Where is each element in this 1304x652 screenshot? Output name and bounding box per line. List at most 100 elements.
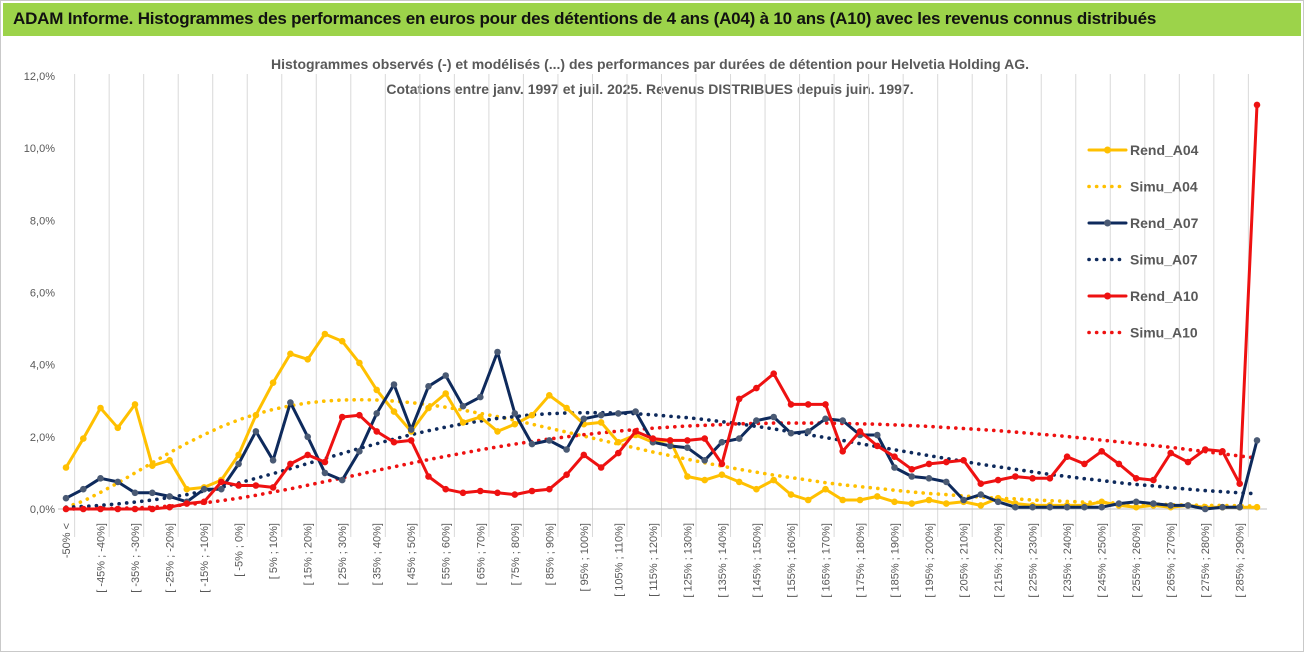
legend-entry-rend_a10: Rend_A10: [1087, 288, 1199, 304]
data-point: [131, 489, 139, 497]
data-point: [770, 413, 777, 421]
x-tick-label: [ 55% ; 60%]: [441, 523, 453, 585]
data-point: [97, 505, 104, 513]
data-point: [131, 505, 139, 513]
legend-entry-simu_a04: Simu_A04: [1087, 179, 1198, 195]
gridlines: [74, 74, 1249, 537]
data-point: [304, 356, 312, 363]
data-point: [166, 493, 173, 500]
data-point: [287, 350, 294, 358]
data-point: [753, 384, 760, 392]
x-tick-label: [ 135% ; 140%]: [717, 523, 729, 598]
data-point: [356, 411, 363, 419]
data-point: [459, 489, 467, 497]
data-point: [1201, 446, 1209, 453]
data-point: [615, 438, 622, 446]
x-tick-label: [ 285% ; 290%]: [1235, 523, 1247, 598]
data-point: [632, 428, 639, 435]
data-point: [1098, 498, 1105, 506]
data-point: [304, 433, 312, 441]
data-point: [442, 372, 450, 379]
x-tick-label: [ 225% ; 230%]: [1028, 523, 1040, 598]
data-point: [1012, 503, 1019, 511]
data-point: [62, 494, 70, 502]
data-point: [477, 413, 484, 421]
data-point: [459, 402, 467, 410]
data-point: [908, 500, 916, 507]
data-point: [321, 330, 329, 338]
data-point: [62, 505, 70, 513]
data-point: [1029, 503, 1036, 511]
data-point: [149, 505, 156, 513]
x-tick-label: [ 215% ; 220%]: [993, 523, 1005, 598]
data-point: [494, 489, 501, 497]
data-point: [149, 462, 156, 470]
data-point: [97, 404, 104, 412]
data-point: [597, 419, 605, 426]
data-point: [252, 411, 260, 419]
data-point: [546, 437, 553, 444]
data-point: [1081, 460, 1088, 468]
data-point: [839, 448, 846, 455]
data-point: [580, 415, 588, 423]
data-point: [1012, 473, 1019, 480]
data-point: [1253, 437, 1261, 444]
data-point: [1132, 475, 1140, 482]
data-point: [1150, 500, 1157, 507]
data-point: [597, 411, 605, 419]
data-point: [856, 496, 864, 504]
chart-title-line-1: Histogrammes observés (-) et modélisés (…: [271, 56, 1029, 72]
data-point: [407, 437, 415, 444]
x-tick-label: [ 85% ; 90%]: [544, 523, 556, 585]
data-point: [1115, 460, 1123, 468]
legend: Rend_A04 Simu_A04 Rend_A07 Simu_A07 Rend_A10…: [1087, 142, 1199, 341]
data-point: [632, 408, 639, 415]
legend-entry-rend_a07: Rend_A07: [1087, 215, 1199, 231]
series-line-rend_a04: [64, 332, 1259, 509]
data-point: [390, 381, 398, 388]
data-point: [390, 408, 398, 415]
data-point: [1201, 505, 1209, 513]
data-point: [943, 458, 950, 466]
header-banner: ADAM Informe. Histogrammes des performan…: [3, 3, 1301, 36]
data-point: [200, 498, 208, 506]
data-point: [563, 404, 570, 412]
data-point: [908, 473, 916, 480]
data-point: [218, 478, 225, 486]
axes: 0,0% 2,0% 4,0% 6,0% 8,0% 10,0% 12,0% -50% < [ -4…: [24, 71, 1267, 598]
x-tick-label: [ 235% ; 240%]: [1062, 523, 1074, 598]
data-point: [80, 485, 87, 493]
data-point: [960, 457, 967, 464]
data-point: [891, 464, 898, 471]
data-point: [701, 476, 708, 484]
data-point: [770, 476, 777, 484]
x-tick-label: [ -5% ; 0%]: [234, 523, 246, 577]
legend-label: Rend_A07: [1130, 215, 1199, 231]
data-point: [546, 392, 553, 399]
x-tick-label: [ 95% ; 100%]: [579, 523, 591, 592]
data-point: [183, 500, 191, 507]
data-point: [235, 451, 242, 459]
data-point: [839, 417, 846, 424]
data-point: [373, 386, 381, 394]
data-point: [528, 411, 536, 419]
data-point: [425, 383, 432, 390]
data-point: [753, 417, 760, 424]
data-point: [563, 471, 570, 479]
data-point: [804, 401, 812, 408]
data-point: [477, 487, 484, 495]
data-point: [1063, 503, 1071, 511]
y-tick-label: 0,0%: [30, 504, 55, 516]
data-point: [994, 498, 1002, 506]
data-point: [684, 444, 691, 452]
x-tick-label: [ 75% ; 80%]: [510, 523, 522, 585]
data-point: [183, 485, 191, 493]
data-point: [1132, 503, 1140, 511]
legend-entry-simu_a10: Simu_A10: [1087, 325, 1198, 341]
data-point: [321, 469, 329, 477]
data-point: [390, 438, 398, 446]
data-point: [1167, 502, 1174, 509]
data-point: [1098, 448, 1105, 455]
x-tick-label: [ 25% ; 30%]: [337, 523, 349, 585]
